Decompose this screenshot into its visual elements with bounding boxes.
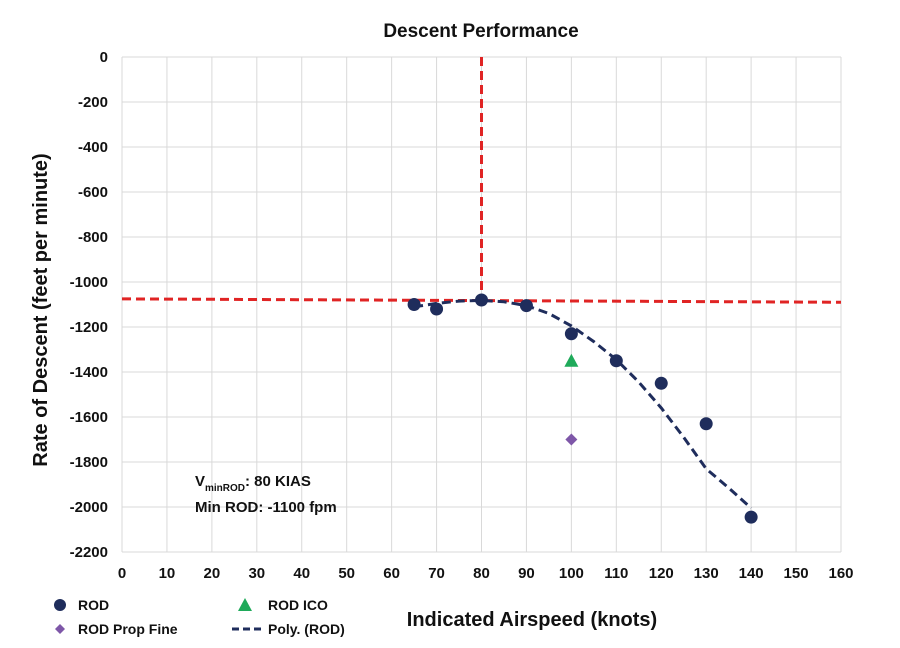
data-point-rod — [609, 354, 623, 368]
data-point-rod — [430, 302, 444, 316]
x-tick-label: 90 — [518, 565, 535, 582]
x-tick-label: 40 — [293, 565, 310, 582]
x-tick-label: 20 — [204, 565, 221, 582]
legend-marker-rod-ico — [238, 598, 252, 611]
legend: ROD ROD ICO ROD Prop Fine Poly. (ROD) — [54, 597, 345, 637]
x-tick-label: 70 — [428, 565, 445, 582]
data-point-rod — [407, 298, 421, 311]
x-tick-labels: 0 10 20 30 40 50 60 70 80 90 100 110 120 130 140 150 160 — [118, 565, 854, 582]
legend-label-rod: ROD — [78, 597, 109, 613]
y-tick-label: -600 — [78, 184, 108, 201]
data-point-rod — [519, 299, 533, 313]
annotation-line-1: VminROD: 80 KIAS — [195, 473, 311, 494]
x-tick-label: 0 — [118, 565, 126, 582]
x-tick-label: 150 — [784, 565, 809, 582]
y-tick-labels: 0 -200 -400 -600 -800 -1000 -1200 -1400 -1600 -18… — [70, 49, 108, 561]
legend-label-rod-ico: ROD ICO — [268, 597, 328, 613]
x-tick-label: 30 — [248, 565, 265, 582]
x-tick-label: 50 — [338, 565, 355, 582]
annotation-box: VminROD: 80 KIAS Min ROD: -1100 fpm — [195, 473, 337, 516]
data-points — [407, 293, 758, 524]
chart-title: Descent Performance — [383, 21, 578, 42]
data-point-rod — [744, 510, 758, 524]
legend-marker-rod — [54, 599, 66, 611]
y-tick-label: -200 — [78, 94, 108, 111]
data-point-rod — [654, 376, 668, 390]
y-tick-label: -2000 — [70, 499, 108, 516]
horizontal-reference-line — [121, 297, 842, 304]
y-tick-label: -2200 — [70, 544, 108, 561]
x-tick-label: 140 — [739, 565, 764, 582]
x-tick-label: 60 — [383, 565, 400, 582]
y-tick-label: -1600 — [70, 409, 108, 426]
data-point-rod — [564, 327, 578, 341]
data-point-rod-prop-fine — [565, 433, 578, 446]
data-point-rod-ico — [564, 353, 579, 367]
x-tick-label: 130 — [694, 565, 719, 582]
y-tick-label: -400 — [78, 139, 108, 156]
x-axis-title: Indicated Airspeed (knots) — [407, 609, 657, 631]
annotation-line-2: Min ROD: -1100 fpm — [195, 499, 337, 516]
x-tick-label: 110 — [604, 565, 628, 582]
legend-label-rod-prop-fine: ROD Prop Fine — [78, 621, 178, 637]
y-tick-label: -1800 — [70, 454, 108, 471]
y-tick-label: -1200 — [70, 319, 108, 336]
y-tick-label: 0 — [100, 49, 108, 66]
x-tick-label: 80 — [473, 565, 490, 582]
x-tick-label: 120 — [649, 565, 674, 582]
trend-line — [413, 298, 753, 510]
trend-line-poly-rod — [413, 298, 753, 510]
y-tick-label: -1400 — [70, 364, 108, 381]
x-tick-label: 100 — [559, 565, 584, 582]
y-axis-title: Rate of Descent (feet per minute) — [30, 153, 52, 466]
y-tick-label: -800 — [78, 229, 108, 246]
x-tick-label: 160 — [828, 565, 853, 582]
legend-label-poly-rod: Poly. (ROD) — [268, 621, 345, 637]
y-tick-label: -1000 — [70, 274, 108, 291]
legend-marker-rod-prop-fine — [55, 624, 65, 634]
data-point-rod — [699, 417, 713, 431]
reference-lines — [121, 57, 842, 304]
data-point-rod — [475, 293, 488, 307]
x-tick-label: 10 — [159, 565, 176, 582]
